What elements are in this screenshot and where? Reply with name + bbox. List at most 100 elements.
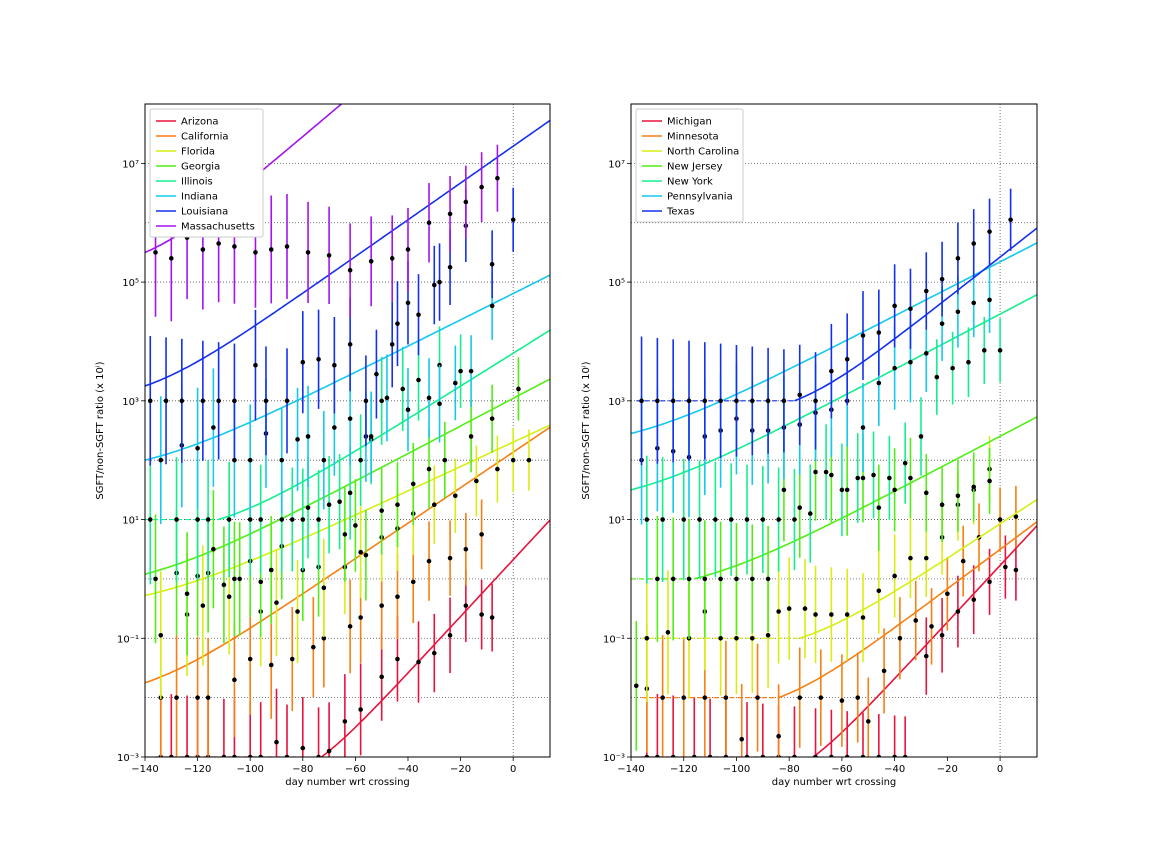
data-point: [368, 434, 374, 439]
series-illinois: [145, 326, 550, 585]
series-minnesota: [641, 485, 1037, 757]
data-point: [945, 591, 950, 597]
data-point: [813, 469, 818, 475]
data-point: [358, 615, 363, 620]
fit-curve: [694, 416, 1037, 580]
data-point: [686, 576, 692, 582]
chart-panel-2: −140 −120 −100 −80 −60 −40 −20 0 10⁻³ 10⁻¹ 10¹ 10³ 1…: [581, 103, 1038, 788]
data-point: [284, 398, 290, 404]
data-point: [468, 434, 474, 439]
series-new-york: [631, 293, 1037, 584]
data-point: [247, 517, 253, 522]
data-point: [168, 256, 174, 261]
data-point: [253, 250, 258, 255]
y-tick-label: 10⁻¹: [117, 634, 139, 645]
legend-entry: Arizona: [181, 117, 219, 128]
data-point: [232, 398, 237, 404]
data-point: [718, 398, 723, 404]
data-point: [426, 466, 432, 472]
data-point: [744, 517, 750, 522]
fit-curve: [145, 378, 550, 575]
data-point: [765, 398, 771, 404]
data-point: [316, 754, 321, 757]
data-point: [633, 683, 639, 689]
data-point: [353, 523, 358, 528]
data-point: [347, 342, 353, 347]
data-point: [431, 650, 437, 656]
data-point: [1013, 567, 1019, 573]
legend-entry: Texas: [666, 207, 695, 218]
data-point: [321, 585, 327, 591]
y-tick-label: 10³: [608, 397, 625, 408]
data-point: [211, 425, 216, 430]
plot-area: [631, 188, 1037, 757]
data-point: [892, 754, 897, 757]
data-point: [908, 555, 913, 561]
data-point: [416, 312, 421, 318]
legend-entry: Massachusetts: [181, 222, 255, 233]
data-point: [232, 677, 237, 683]
data-point: [200, 603, 206, 608]
data-point: [792, 754, 797, 757]
data-point: [316, 356, 321, 362]
legend-entry: California: [181, 132, 229, 143]
data-point: [300, 745, 306, 751]
data-point: [332, 362, 337, 368]
data-point: [358, 549, 363, 555]
data-point: [892, 303, 897, 309]
data-point: [258, 754, 264, 757]
fit-curve: [145, 274, 550, 461]
data-point: [876, 380, 882, 386]
data-point: [205, 695, 211, 700]
series-new-jersey: [631, 416, 1037, 751]
chart-panel-1: −140 −120 −100 −80 −60 −40 −20 0 10⁻³ 10⁻¹ 10¹ 10³ 1…: [95, 103, 551, 788]
data-point: [295, 609, 300, 614]
fit-curve: [145, 119, 550, 387]
data-point: [405, 300, 411, 306]
data-point: [263, 398, 269, 404]
data-point: [923, 555, 929, 561]
data-point: [660, 517, 665, 522]
fit-curve: [799, 498, 1037, 640]
data-point: [844, 356, 850, 362]
x-tick-label: −20: [450, 764, 471, 775]
data-point: [389, 342, 395, 347]
data-point: [639, 398, 644, 404]
data-point: [163, 398, 169, 404]
data-point: [516, 386, 521, 392]
plot-frame: [630, 103, 1038, 758]
data-point: [284, 244, 290, 249]
legend-box: [635, 108, 744, 223]
fit-curve: [319, 519, 550, 757]
data-point: [389, 256, 395, 261]
data-point: [987, 229, 992, 234]
data-point: [971, 300, 977, 306]
fit-curve: [145, 426, 550, 684]
data-point: [686, 398, 692, 404]
data-point: [379, 508, 384, 513]
data-point: [908, 359, 913, 365]
data-point: [289, 656, 295, 662]
data-point: [232, 754, 237, 757]
data-point: [728, 517, 734, 522]
data-point: [431, 502, 437, 508]
fit-curve: [631, 242, 1037, 435]
series-indiana: [145, 271, 550, 525]
data-point: [939, 502, 945, 508]
series-texas: [636, 188, 1037, 466]
data-point: [786, 606, 792, 611]
data-point: [934, 374, 940, 380]
x-tick-label: −140: [131, 764, 158, 775]
data-point: [860, 475, 866, 481]
series-pennsylvania: [631, 242, 1037, 525]
data-point: [644, 754, 650, 757]
x-tick-label: −40: [397, 764, 418, 775]
data-point: [765, 633, 771, 638]
data-point: [479, 184, 484, 190]
data-point: [955, 493, 961, 499]
data-point: [723, 695, 729, 700]
data-point: [447, 211, 453, 217]
y-tick-label: 10⁵: [122, 278, 139, 289]
y-tick-label: 10⁷: [122, 159, 139, 170]
data-point: [960, 558, 966, 564]
